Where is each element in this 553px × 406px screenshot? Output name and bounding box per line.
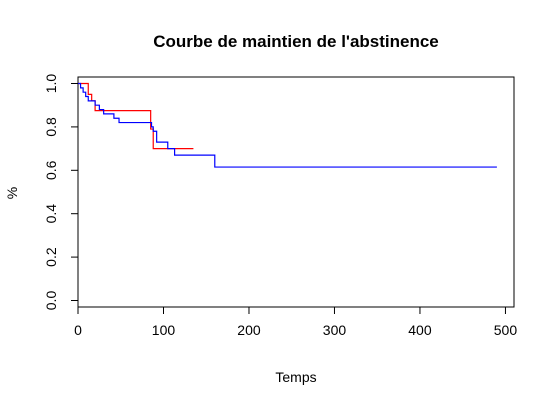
y-axis-label: % xyxy=(4,187,20,199)
x-tick-label: 200 xyxy=(237,322,261,338)
x-tick-label: 500 xyxy=(494,322,518,338)
x-tick-label: 0 xyxy=(74,322,82,338)
y-tick-label: 1.0 xyxy=(43,74,59,94)
series-layer xyxy=(78,82,497,168)
y-tick-label: 0.0 xyxy=(43,291,59,311)
series-line-2 xyxy=(78,82,497,168)
chart-title: Courbe de maintien de l'abstinence xyxy=(153,32,439,51)
y-tick-label: 0.6 xyxy=(43,160,59,180)
x-tick-label: 300 xyxy=(323,322,347,338)
y-tick-label: 0.2 xyxy=(43,247,59,267)
x-axis: 0 100 200 300 400 500 xyxy=(74,307,517,338)
y-axis: 0.0 0.2 0.4 0.6 0.8 1.0 xyxy=(43,74,78,311)
x-tick-label: 100 xyxy=(152,322,176,338)
y-tick-label: 0.4 xyxy=(43,204,59,224)
series-line-1 xyxy=(78,82,194,150)
y-tick-label: 0.8 xyxy=(43,117,59,137)
plot-frame xyxy=(77,76,515,308)
x-axis-label: Temps xyxy=(275,369,316,385)
x-tick-label: 400 xyxy=(408,322,432,338)
